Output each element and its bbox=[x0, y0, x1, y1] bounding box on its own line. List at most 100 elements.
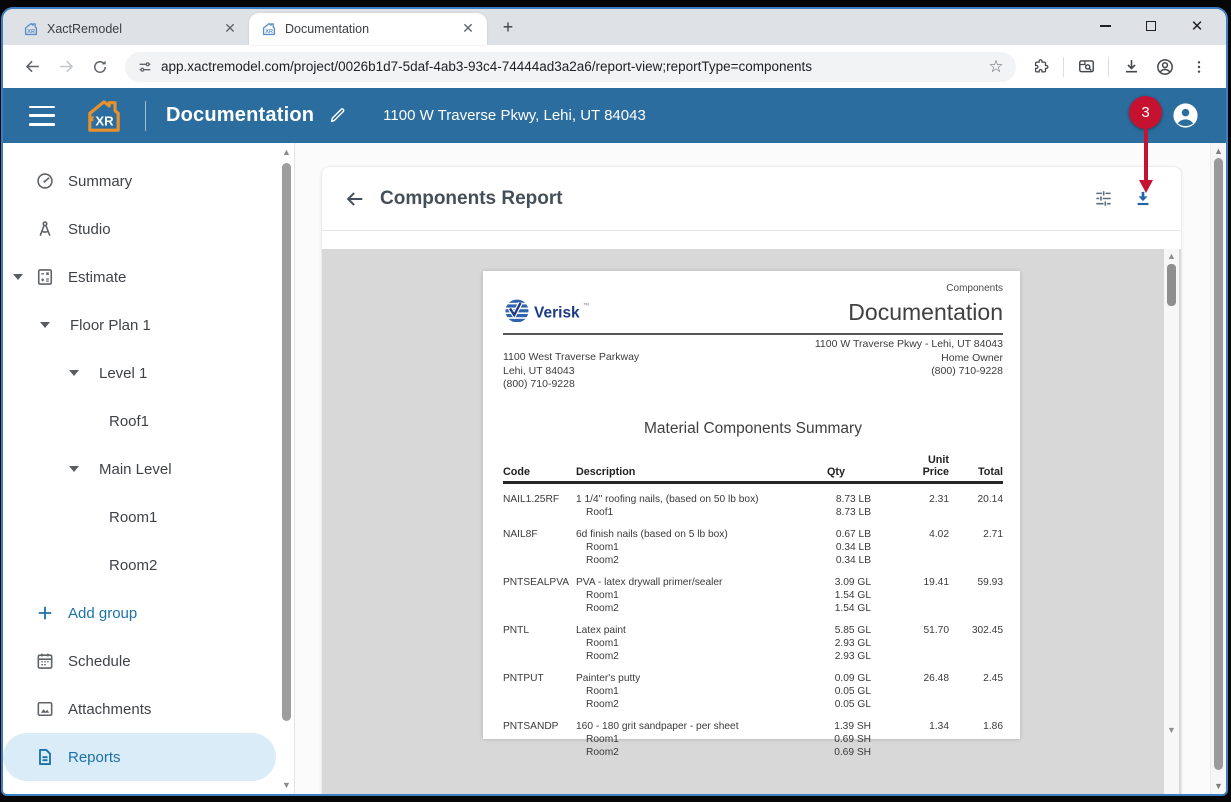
sidebar-item-reports[interactable]: Reports bbox=[3, 733, 276, 781]
sidebar-item-main-level[interactable]: Main Level bbox=[3, 445, 294, 493]
sidebar-item-label: Level 1 bbox=[99, 364, 148, 382]
cell-code: PNTPUT bbox=[503, 672, 544, 684]
extensions-puzzle-icon bbox=[1034, 58, 1049, 73]
window-maximize-button[interactable] bbox=[1128, 11, 1174, 41]
sidebar-item-roof1[interactable]: Roof1 bbox=[3, 397, 294, 445]
report-view-title: Components Report bbox=[380, 187, 563, 209]
sidebar-item-summary[interactable]: Summary bbox=[3, 157, 294, 205]
expander-chevron-icon[interactable] bbox=[38, 322, 62, 328]
cell-unit-price: 1.34 bbox=[929, 720, 949, 732]
site-info-icon[interactable] bbox=[137, 59, 153, 75]
toolbar-separator bbox=[1108, 56, 1109, 77]
room-qty: 1.54 GL bbox=[834, 589, 871, 601]
browser-menu-button[interactable] bbox=[1182, 50, 1216, 84]
scroll-down-icon[interactable]: ▼ bbox=[282, 780, 291, 790]
reload-button[interactable] bbox=[83, 50, 117, 84]
sidebar-scroll-thumb[interactable] bbox=[282, 163, 291, 721]
report-options-button[interactable] bbox=[1090, 186, 1116, 212]
scroll-down-icon[interactable]: ▼ bbox=[1167, 725, 1176, 735]
sidebar-item-label: Schedule bbox=[68, 652, 131, 670]
expander-chevron-icon[interactable] bbox=[67, 466, 91, 472]
url-text[interactable]: app.xactremodel.com/project/0026b1d7-5da… bbox=[161, 59, 813, 74]
expander-chevron-icon[interactable] bbox=[67, 370, 91, 376]
back-arrow-icon bbox=[25, 60, 39, 73]
sidebar-item-label: Roof1 bbox=[109, 412, 150, 430]
components-table-body: NAIL1.25RF 1 1/4" roofing nails, (based o… bbox=[503, 493, 1003, 759]
header-divider bbox=[145, 100, 146, 131]
room-qty: 0.34 LB bbox=[835, 541, 871, 553]
svg-text:XR: XR bbox=[95, 113, 114, 128]
scroll-up-icon[interactable]: ▲ bbox=[282, 147, 291, 157]
address-bar[interactable]: app.xactremodel.com/project/0026b1d7-5da… bbox=[125, 51, 1016, 82]
company-address-line: Lehi, UT 84043 bbox=[503, 364, 575, 377]
browser-profile-button[interactable] bbox=[1148, 50, 1182, 84]
sidebar-item-floor-plan-1[interactable]: Floor Plan 1 bbox=[3, 301, 294, 349]
download-icon bbox=[1137, 191, 1149, 205]
expander-chevron-icon[interactable] bbox=[11, 274, 35, 280]
report-viewer-body: Components bbox=[322, 231, 1181, 794]
scroll-down-icon[interactable]: ▼ bbox=[1214, 781, 1223, 791]
tab-close-icon[interactable]: ✕ bbox=[224, 20, 236, 36]
window-close-button[interactable]: ✕ bbox=[1174, 11, 1220, 41]
cell-qty: 1.39 SH 0.69 SH 0.69 SH bbox=[776, 720, 871, 759]
account-avatar-icon[interactable] bbox=[1171, 101, 1200, 130]
forward-arrow-icon bbox=[59, 60, 73, 73]
scroll-up-icon[interactable]: ▲ bbox=[1167, 251, 1176, 261]
svg-text:XR: XR bbox=[265, 29, 273, 35]
scroll-up-icon[interactable]: ▲ bbox=[1214, 146, 1223, 156]
sidebar-item-add-group[interactable]: Add group bbox=[3, 589, 294, 637]
xr-favicon-icon: XR bbox=[262, 22, 276, 36]
back-arrow-button[interactable] bbox=[344, 188, 366, 210]
sidebar-item-room2[interactable]: Room2 bbox=[3, 541, 294, 589]
compass-icon bbox=[39, 221, 51, 236]
downloads-button[interactable] bbox=[1114, 50, 1148, 84]
sidebar-item-schedule[interactable]: Schedule bbox=[3, 637, 294, 685]
browser-tab-documentation[interactable]: XR Documentation ✕ bbox=[249, 13, 487, 45]
sidebar-item-attachments[interactable]: Attachments bbox=[3, 685, 294, 733]
col-header-description: Description bbox=[576, 465, 636, 478]
app-header: XR Documentation 1100 W Traverse Pkwy, L… bbox=[3, 88, 1226, 143]
extensions-button[interactable] bbox=[1024, 50, 1058, 84]
page-scrollbar[interactable]: ▲ ▼ bbox=[1210, 143, 1226, 794]
browser-download-icon bbox=[1125, 60, 1137, 73]
bookmark-button[interactable]: ☆ bbox=[982, 53, 1010, 81]
image-icon bbox=[37, 701, 53, 717]
window-minimize-button[interactable] bbox=[1082, 11, 1128, 41]
room-label: Roof1 bbox=[586, 506, 614, 518]
report-download-button[interactable] bbox=[1130, 186, 1156, 212]
cell-unit-price: 26.48 bbox=[923, 672, 950, 684]
edit-pencil-icon[interactable] bbox=[328, 106, 347, 125]
tab-close-icon[interactable]: ✕ bbox=[462, 20, 474, 36]
page-scroll-thumb[interactable] bbox=[1214, 158, 1223, 770]
back-button[interactable] bbox=[15, 50, 49, 84]
viewer-scroll-thumb[interactable] bbox=[1167, 264, 1176, 306]
browser-toolbar: app.xactremodel.com/project/0026b1d7-5da… bbox=[3, 45, 1226, 88]
room-label: Room1 bbox=[586, 685, 619, 697]
cell-code: PNTL bbox=[503, 624, 530, 636]
room-label: Room2 bbox=[586, 698, 619, 710]
forward-button[interactable] bbox=[49, 50, 83, 84]
sidebar-scrollbar[interactable]: ▲ ▼ bbox=[280, 147, 293, 790]
report-section-title: Material Components Summary bbox=[644, 419, 862, 437]
cell-unit-price: 19.41 bbox=[923, 576, 950, 588]
document-icon bbox=[39, 749, 51, 765]
cell-total: 59.93 bbox=[977, 576, 1004, 588]
cell-total: 2.45 bbox=[983, 672, 1003, 684]
cell-description: Latex paint Room1 Room2 bbox=[576, 624, 776, 663]
sidebar-item-level-1[interactable]: Level 1 bbox=[3, 349, 294, 397]
calendar-icon bbox=[37, 653, 53, 669]
viewer-scrollbar[interactable]: ▲ ▼ bbox=[1164, 249, 1179, 794]
sidebar-item-estimate[interactable]: Estimate bbox=[3, 253, 294, 301]
sidebar-item-studio[interactable]: Studio bbox=[3, 205, 294, 253]
cell-unit-price: 2.31 bbox=[929, 493, 949, 505]
report-page: Components bbox=[483, 271, 1020, 758]
menu-button[interactable] bbox=[29, 105, 55, 126]
cell-description: PVA - latex drywall primer/sealer Room1 Ro… bbox=[576, 576, 776, 615]
cell-description: 1 1/4" roofing nails, (based on 50 lb bo… bbox=[576, 493, 776, 519]
room-qty: 1.54 GL bbox=[834, 602, 871, 614]
new-tab-button[interactable]: + bbox=[502, 17, 514, 37]
browser-tab-xactremodel[interactable]: XR XactRemodel ✕ bbox=[11, 13, 249, 45]
tab-search-button[interactable] bbox=[1069, 50, 1103, 84]
sidebar-item-room1[interactable]: Room1 bbox=[3, 493, 294, 541]
room-qty: 0.34 LB bbox=[835, 554, 871, 566]
